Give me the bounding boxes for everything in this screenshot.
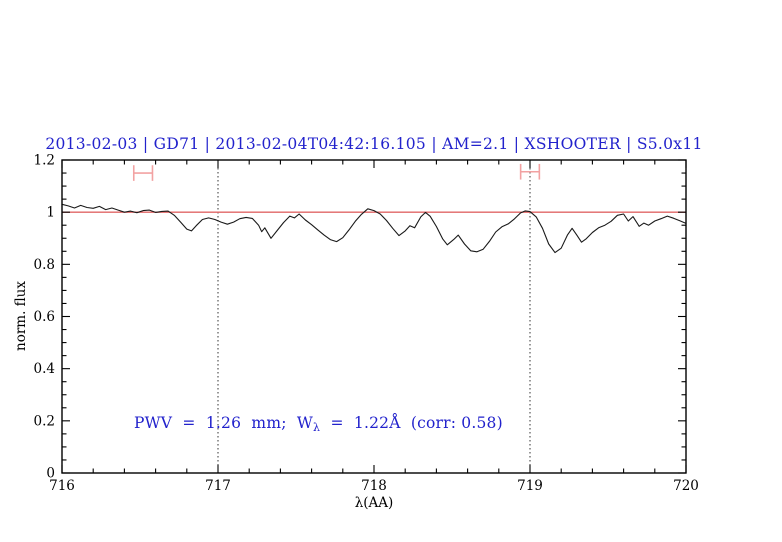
chart-generated-underlay bbox=[61, 160, 687, 473]
plot-title: 2013-02-03 | GD71 | 2013-02-04T04:42:16.… bbox=[45, 135, 702, 153]
x-tick-label: 720 bbox=[673, 478, 699, 494]
y-tick-label: 0.2 bbox=[34, 413, 55, 429]
pwv-annotation-prefix: PWV = 1.26 mm; W bbox=[134, 414, 313, 432]
y-tick-label: 1 bbox=[46, 205, 55, 221]
y-tick-label: 0.8 bbox=[34, 257, 55, 273]
y-tick-label: 0.4 bbox=[34, 361, 55, 377]
x-tick-label: 716 bbox=[49, 478, 75, 494]
x-tick-label: 718 bbox=[361, 478, 387, 494]
spectrum-polyline bbox=[61, 203, 687, 254]
axis-ticks bbox=[61, 159, 687, 474]
pwv-annotation: PWV = 1.26 mm; Wλ = 1.22Å (corr: 0.58) bbox=[134, 414, 503, 434]
spectrum-trace bbox=[61, 203, 687, 254]
y-tick-label: 0.6 bbox=[34, 309, 55, 325]
pwv-annotation-suffix: = 1.22Å (corr: 0.58) bbox=[320, 414, 503, 432]
tick-labels: 716 717 718 719 720 0 0.2 0.4 0.6 0.8 1 1.2 bbox=[34, 153, 699, 495]
y-tick-label: 0 bbox=[46, 466, 55, 482]
x-tick-label: 719 bbox=[517, 478, 543, 494]
chart-generated-overlay: 716 717 718 719 720 0 0.2 0.4 0.6 0.8 1 1.2 bbox=[34, 153, 699, 495]
y-tick-label: 1.2 bbox=[34, 153, 55, 169]
pwv-annotation-lambda-subscript: λ bbox=[313, 421, 320, 434]
y-axis-label: norm. flux bbox=[13, 281, 29, 351]
pwv-range-markers bbox=[132, 163, 541, 181]
x-tick-label: 717 bbox=[205, 478, 231, 494]
x-axis-label: λ(AA) bbox=[355, 495, 394, 511]
